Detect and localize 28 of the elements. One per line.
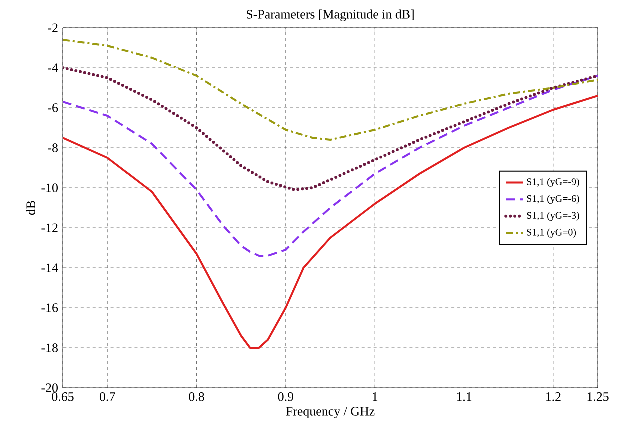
- y-tick-label: -12: [42, 224, 58, 232]
- x-tick-label: 1.1: [457, 392, 472, 402]
- x-tick-label: 0.8: [189, 392, 204, 402]
- y-tick-label: -6: [48, 104, 58, 112]
- x-tick-label: 0.7: [100, 392, 116, 402]
- y-tick-label: -16: [42, 304, 58, 312]
- y-tick-label: -2: [48, 24, 58, 32]
- x-tick-label: 1.2: [546, 392, 561, 402]
- x-axis-title: Frequency / GHz: [286, 407, 375, 419]
- x-tick-label: 0.9: [278, 392, 294, 402]
- legend-label: S1,1 (yG=-6): [527, 195, 580, 204]
- line-series: [63, 66, 598, 192]
- y-axis-title: dB: [26, 201, 36, 216]
- line-series: [63, 95, 598, 349]
- legend-label: S1,1 (yG=-9): [527, 178, 580, 188]
- y-tick-label: -4: [48, 64, 58, 72]
- x-tick-label: 0.65: [52, 392, 74, 402]
- y-tick-label: -8: [48, 144, 58, 152]
- y-tick-label: -10: [42, 184, 58, 192]
- y-tick-label: -20: [42, 384, 58, 392]
- x-tick-label: 1.25: [588, 392, 609, 402]
- legend-label: S1,1 (yG=0): [527, 228, 576, 238]
- y-tick-label: -14: [42, 264, 58, 272]
- chart-title: S-Parameters [Magnitude in dB]: [247, 10, 414, 22]
- x-tick-label: 1: [372, 392, 378, 402]
- legend-label: S1,1 (yG=-3): [527, 212, 580, 222]
- line-series: [63, 39, 598, 141]
- y-tick-label: -18: [42, 344, 58, 352]
